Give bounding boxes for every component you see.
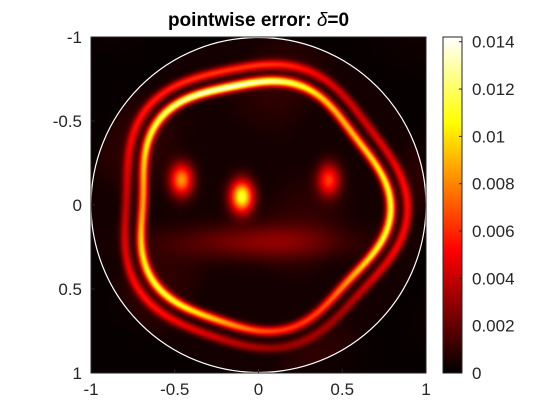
x-tick-label: 0.5 [330, 380, 354, 399]
plot-area [90, 36, 427, 374]
colorbar-tick-label: 0.002 [472, 317, 515, 336]
x-tick-label: -0.5 [160, 380, 189, 399]
y-tick-label: -0.5 [53, 112, 82, 131]
x-tick-label: 1 [421, 380, 430, 399]
y-tick-label: 1 [73, 364, 82, 383]
colorbar-tick-label: 0.008 [472, 175, 515, 194]
colorbar-tick-label: 0.004 [472, 269, 515, 288]
x-tick-label: 0 [254, 380, 263, 399]
colorbar-gradient [443, 37, 462, 373]
y-tick-label: -1 [67, 28, 82, 47]
colorbar-tick-label: 0.006 [472, 222, 515, 241]
y-tick-label: 0 [73, 196, 82, 215]
colorbar-tick-label: 0 [472, 364, 481, 383]
colorbar-ticks: 0 0.002 0.004 0.006 0.008 0.01 0.012 0.014 [459, 33, 515, 383]
colorbar: 0 0.002 0.004 0.006 0.008 0.01 0.012 0.014 [442, 33, 515, 383]
colorbar-frame [442, 36, 463, 374]
error-heatmap-image [91, 37, 426, 373]
y-tick-label: 0.5 [58, 280, 82, 299]
y-axis: -1 -0.5 0 0.5 1 [53, 28, 95, 383]
chart-title: pointwise error: δ=0 [168, 10, 349, 31]
colorbar-tick-label: 0.01 [472, 127, 505, 146]
colorbar-tick-label: 0.014 [472, 33, 515, 52]
x-tick-label: -1 [83, 380, 98, 399]
x-axis: -1 -0.5 0 0.5 1 [83, 369, 431, 399]
colorbar-tick-label: 0.012 [472, 80, 515, 99]
